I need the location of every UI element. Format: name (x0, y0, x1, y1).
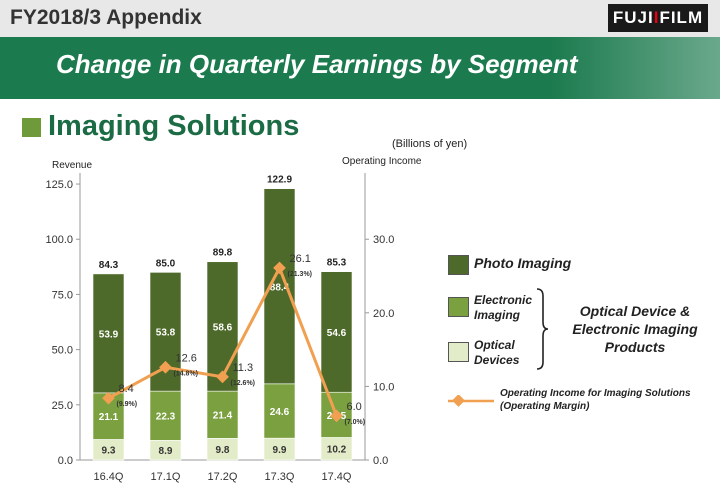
operating-margin-label: (21.3%) (288, 271, 313, 278)
operating-income-marker (159, 360, 172, 374)
operating-margin-label: (14.8%) (174, 370, 199, 377)
legend-optical-label-2: Devices (474, 353, 520, 367)
x-tick-label: 17.1Q (151, 471, 181, 483)
group-label-line-3: Products (604, 339, 666, 355)
section-square-icon (22, 118, 41, 137)
bar-total-label: 85.3 (327, 258, 347, 269)
right-axis-label: Operating Income (342, 156, 422, 167)
bar-segment (263, 383, 296, 439)
operating-margin-label: (7.0%) (345, 419, 366, 426)
legend-operating-income-label: Operating Income for Imaging Solutions (… (500, 387, 691, 413)
legend-oi-line-2: (Operating Margin) (500, 401, 590, 412)
left-tick-label: 50.0 (52, 345, 73, 357)
legend-oi-line-1: Operating Income for Imaging Solutions (500, 388, 691, 399)
segment-value-label: 53.9 (99, 329, 119, 340)
x-tick-label: 17.2Q (208, 471, 238, 483)
bar-total-label: 122.9 (267, 175, 292, 186)
top-bar: FY2018/3 Appendix FUJIIFILM (0, 0, 720, 37)
left-tick-label: 25.0 (52, 400, 73, 412)
fujifilm-logo: FUJIIFILM (608, 4, 708, 32)
operating-income-value-label: 11.3 (233, 362, 254, 374)
unit-note: (Billions of yen) (392, 138, 468, 150)
operating-margin-label: (9.9%) (117, 401, 138, 408)
appendix-title: FY2018/3 Appendix (10, 6, 202, 29)
segment-value-label: 8.9 (159, 446, 173, 457)
x-tick-label: 17.3Q (265, 471, 295, 483)
bar-segment (92, 273, 125, 394)
segment-value-label: 21.1 (99, 412, 119, 423)
operating-income-marker (330, 409, 343, 423)
segment-value-label: 9.9 (273, 445, 287, 456)
legend-photo-label: Photo Imaging (474, 255, 572, 271)
bar-segment (206, 390, 239, 439)
legend-optical-label-1: Optical (474, 338, 515, 352)
operating-margin-label: (12.6%) (231, 380, 256, 387)
left-tick-label: 75.0 (52, 289, 73, 301)
operating-income-value-label: 8.4 (119, 383, 134, 395)
operating-income-value-label: 12.6 (176, 352, 197, 364)
segment-value-label: 10.2 (327, 445, 347, 456)
right-tick-label: 0.0 (373, 455, 388, 467)
x-tick-label: 17.4Q (322, 471, 352, 483)
banner: Change in Quarterly Earnings by Segment (0, 37, 720, 99)
segment-value-label: 22.3 (156, 412, 176, 423)
left-tick-label: 0.0 (58, 455, 73, 467)
segment-value-label: 53.8 (156, 328, 176, 339)
right-tick-label: 10.0 (373, 381, 394, 393)
operating-income-value-label: 26.1 (290, 253, 311, 265)
operating-income-marker (273, 261, 286, 275)
group-label-line-2: Electronic Imaging (572, 321, 698, 337)
bar-total-label: 89.8 (213, 248, 233, 259)
left-axis-label: Revenue (52, 160, 92, 171)
brace-icon (536, 288, 549, 370)
bar-segment (149, 390, 182, 441)
left-tick-label: 125.0 (45, 179, 73, 191)
bar-total-label: 85.0 (156, 258, 176, 269)
segment-value-label: 21.4 (213, 411, 233, 422)
operating-income-marker (102, 391, 115, 405)
operating-income-marker (216, 370, 229, 384)
left-tick-label: 100.0 (45, 234, 73, 246)
right-tick-label: 20.0 (373, 308, 394, 320)
legend-operating-income-marker (448, 395, 494, 407)
legend-electronic-swatch (448, 297, 469, 317)
segment-value-label: 9.8 (216, 445, 230, 456)
bar-segment (320, 271, 353, 393)
segment-value-label: 88.4 (270, 282, 290, 293)
segment-value-label: 54.6 (327, 328, 347, 339)
legend-electronic-label-1: Electronic (474, 293, 533, 307)
right-tick-label: 30.0 (373, 234, 394, 246)
segment-value-label: 58.6 (213, 322, 233, 333)
segment-value-label: 9.3 (102, 446, 116, 457)
group-label-line-1: Optical Device & (579, 303, 691, 319)
legend-optical-swatch (448, 342, 469, 362)
bar-segment (206, 261, 239, 392)
legend-photo-swatch (448, 255, 469, 275)
optical-electronic-group-label: Optical Device & Electronic Imaging Prod… (555, 302, 715, 356)
banner-title: Change in Quarterly Earnings by Segment (56, 49, 578, 79)
legend-electronic-label-2: Imaging (474, 308, 521, 322)
segment-value-label: 24.6 (270, 407, 290, 418)
x-tick-label: 16.4Q (94, 471, 124, 483)
operating-income-value-label: 6.0 (347, 401, 362, 413)
bar-total-label: 84.3 (99, 260, 119, 271)
section-title: Imaging Solutions (48, 110, 300, 142)
